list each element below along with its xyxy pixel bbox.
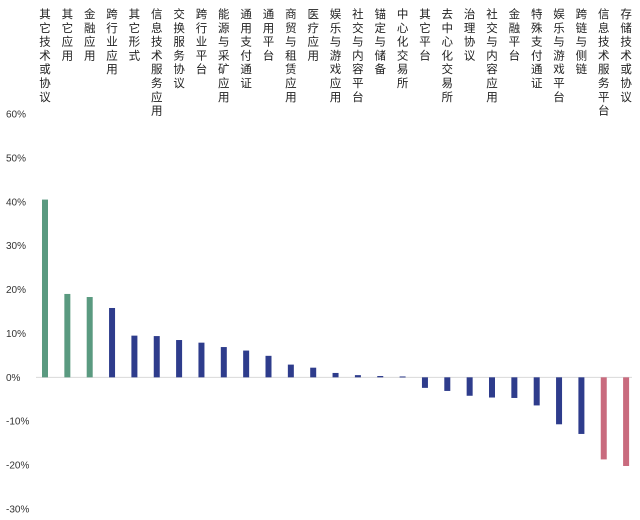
category-label: 治理协议 [464, 7, 476, 62]
bar [265, 355, 272, 378]
category-label: 其它平台 [419, 7, 431, 62]
bar [153, 336, 160, 378]
category-label: 信息技术服务应用 [151, 7, 163, 118]
category-label: 交换服务协议 [173, 7, 185, 90]
y-tick-label: -30% [6, 505, 29, 516]
bar [623, 377, 630, 466]
category-label: 信息技术服务平台 [598, 7, 610, 118]
bar [86, 297, 93, 378]
category-label: 商贸与租赁应用 [285, 7, 297, 104]
bar [399, 376, 406, 378]
bar [489, 377, 495, 398]
y-tick-label: 40% [6, 197, 26, 208]
category-label: 医疗应用 [307, 7, 319, 62]
bar [332, 372, 339, 378]
category-label: 中心化交易所 [397, 7, 409, 90]
category-label: 娱乐与游戏平台 [553, 7, 565, 104]
category-label: 跨链与侧链 [576, 7, 588, 76]
category-label: 跨行业应用 [106, 7, 118, 76]
bar [511, 377, 518, 398]
y-tick-label: 0% [6, 373, 21, 384]
category-label: 娱乐与游戏应用 [330, 7, 342, 104]
category-label: 通用平台 [263, 7, 275, 62]
bar [578, 377, 585, 434]
category-label: 能源与采矿应用 [218, 7, 230, 104]
bar [377, 376, 384, 378]
bar [310, 367, 317, 378]
y-tick-label: -20% [6, 461, 29, 472]
category-label: 跨行业平台 [196, 7, 208, 76]
bar [287, 364, 294, 378]
bar [220, 347, 227, 378]
category-label: 锚定与储备 [375, 7, 387, 76]
bar [42, 199, 48, 378]
bar [176, 340, 183, 378]
bar [444, 377, 451, 391]
category-label: 特殊支付通证 [531, 7, 543, 90]
category-label: 其它技术或协议 [39, 7, 51, 104]
bar [421, 377, 428, 388]
category-label: 存储技术或协议 [620, 7, 632, 104]
bar [198, 342, 205, 378]
y-tick-label: 20% [6, 285, 26, 296]
category-label: 社交与内容平台 [352, 7, 364, 104]
bar [131, 335, 138, 378]
category-label: 金融应用 [84, 7, 96, 62]
category-labels: 其它技术或协议其它应用金融应用跨行业应用其它形式信息技术服务应用交换服务协议跨行… [39, 7, 632, 118]
bar [600, 377, 607, 460]
bar [556, 377, 563, 425]
bar [243, 350, 250, 378]
bar [354, 375, 361, 378]
bar [466, 377, 473, 396]
y-tick-label: 50% [6, 153, 26, 164]
category-label: 社交与内容应用 [486, 7, 498, 104]
bar [64, 293, 71, 378]
bars [42, 199, 630, 466]
category-label: 金融平台 [509, 7, 521, 62]
y-axis-ticks: 60% 50% 40% 30% 20% 10% 0% -10% -20% -30% [6, 110, 29, 516]
bar [533, 377, 540, 406]
y-tick-label: -10% [6, 417, 29, 428]
category-label: 其它形式 [129, 7, 141, 62]
category-label: 其它应用 [62, 7, 74, 62]
category-label: 去中心化交易所 [442, 7, 454, 104]
y-tick-label: 10% [6, 329, 26, 340]
y-tick-label: 30% [6, 241, 26, 252]
bar [109, 307, 116, 378]
category-label: 通用支付通证 [240, 7, 252, 90]
y-tick-label: 60% [6, 110, 26, 121]
